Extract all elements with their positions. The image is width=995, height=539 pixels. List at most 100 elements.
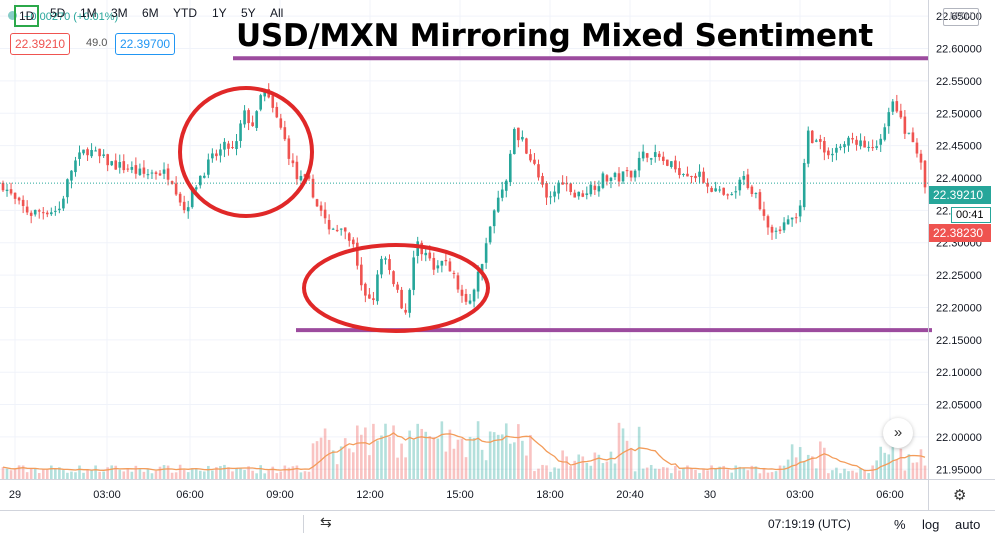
- candle-body: [613, 172, 617, 178]
- candle-body: [778, 229, 782, 232]
- volume-bars: [1, 421, 927, 479]
- candle-body: [62, 198, 65, 209]
- candle-body: [472, 289, 476, 302]
- candle-body: [541, 176, 544, 185]
- volume-bar: [919, 449, 923, 479]
- volume-bar: [883, 452, 887, 479]
- timeframe-1y[interactable]: 1Y: [212, 6, 227, 20]
- volume-bar: [279, 471, 283, 479]
- candle-body: [537, 164, 540, 178]
- candle-body: [641, 151, 645, 159]
- candle-body: [319, 205, 323, 211]
- candle-body: [331, 228, 335, 230]
- volume-bar: [255, 473, 258, 479]
- volume-bar: [541, 464, 544, 479]
- candle-body: [130, 167, 134, 170]
- candle-body: [895, 101, 899, 112]
- candle-body: [835, 147, 838, 153]
- calendar-range-icon[interactable]: ⇆: [320, 514, 332, 530]
- volume-bar: [605, 461, 609, 479]
- price-tick-label: 22.20000: [936, 302, 982, 314]
- candle-body: [802, 162, 806, 208]
- candle-body: [13, 192, 17, 199]
- time-tick-label: 12:00: [356, 489, 384, 501]
- time-tick-label: 06:00: [876, 489, 904, 501]
- candle-body: [730, 194, 734, 196]
- candle-body: [633, 170, 637, 178]
- volume-bar: [645, 467, 649, 479]
- volume-bar: [746, 470, 750, 479]
- volume-bar: [235, 467, 238, 479]
- candle-body: [198, 175, 202, 186]
- percent-scale-button[interactable]: %: [894, 517, 906, 532]
- candle-body: [678, 168, 681, 176]
- candle-body: [504, 180, 508, 191]
- candle-body: [82, 149, 85, 154]
- volume-bar: [525, 455, 528, 479]
- candle-body: [174, 183, 178, 195]
- timeframe-3m[interactable]: 3M: [111, 6, 128, 20]
- volume-bar: [448, 429, 452, 479]
- volume-bar: [243, 470, 246, 479]
- volume-bar: [122, 471, 126, 479]
- candle-body: [714, 188, 717, 192]
- volume-bar: [331, 450, 335, 479]
- candle-body: [476, 271, 480, 292]
- timeframe-1m[interactable]: 1M: [80, 6, 97, 20]
- timeframe-5d[interactable]: 5D: [50, 6, 66, 20]
- volume-bar: [823, 447, 826, 479]
- timeframe-6m[interactable]: 6M: [142, 6, 159, 20]
- candle-body: [794, 217, 798, 219]
- volume-bar: [847, 471, 850, 479]
- buy-price-button[interactable]: 22.39700: [115, 33, 176, 55]
- scroll-to-realtime-button[interactable]: »: [883, 418, 913, 448]
- candle-body: [702, 171, 705, 183]
- timeframe-all[interactable]: All: [270, 6, 284, 20]
- volume-bar: [666, 467, 669, 479]
- previous-close-label: 22.38230: [929, 224, 991, 242]
- candle-body: [211, 153, 214, 159]
- volume-bar: [722, 465, 725, 479]
- gear-icon[interactable]: ⚙: [953, 487, 967, 504]
- volume-bar: [794, 457, 798, 479]
- volume-bar: [577, 454, 581, 479]
- candle-body: [770, 226, 774, 233]
- volume-bar: [513, 442, 516, 479]
- time-tick-label: 29: [9, 489, 21, 501]
- volume-bar: [275, 473, 279, 479]
- candle-body: [368, 294, 371, 299]
- volume-bar: [158, 466, 162, 479]
- volume-bar: [468, 436, 472, 479]
- spread-value: 49.0: [86, 37, 108, 49]
- candle-body: [392, 271, 395, 285]
- log-scale-button[interactable]: log: [922, 517, 940, 532]
- timeframe-1d[interactable]: 1D: [14, 5, 40, 27]
- candle-body: [146, 174, 150, 176]
- timeframe-5y[interactable]: 5Y: [241, 6, 256, 20]
- volume-bar: [863, 469, 866, 479]
- candle-body: [806, 130, 810, 164]
- timeframe-ytd[interactable]: YTD: [173, 6, 197, 20]
- volume-bar: [146, 468, 150, 479]
- candle-body: [661, 156, 665, 162]
- candle-body: [372, 298, 375, 301]
- sell-price-button[interactable]: 22.39210: [10, 33, 71, 55]
- volume-bar: [384, 423, 387, 479]
- time-tick-label: 09:00: [266, 489, 294, 501]
- candle-body: [323, 209, 327, 219]
- candle-body: [126, 168, 130, 170]
- volume-bar: [90, 470, 93, 479]
- candle-body: [899, 110, 903, 118]
- volume-bar: [758, 473, 762, 479]
- candle-body: [847, 137, 850, 146]
- candle-body: [162, 169, 166, 174]
- candle-body: [360, 264, 363, 286]
- time-tick-label: 06:00: [176, 489, 204, 501]
- volume-bar: [343, 438, 347, 479]
- volume-bar: [476, 421, 480, 479]
- volume-bar: [287, 467, 291, 479]
- volume-bar: [412, 439, 415, 479]
- volume-bar: [86, 469, 89, 479]
- auto-scale-button[interactable]: auto: [955, 517, 981, 532]
